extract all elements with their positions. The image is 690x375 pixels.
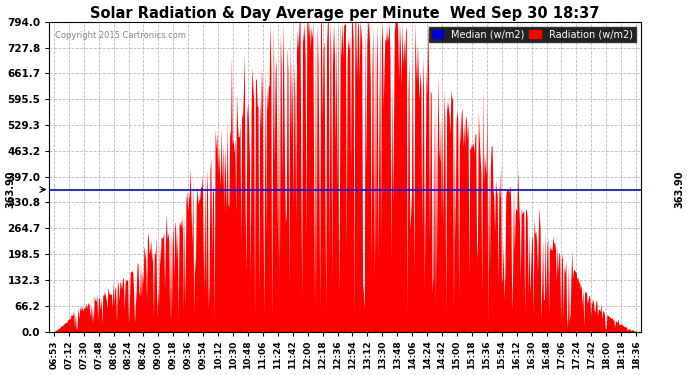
Text: 363.90: 363.90 <box>6 171 16 208</box>
Title: Solar Radiation & Day Average per Minute  Wed Sep 30 18:37: Solar Radiation & Day Average per Minute… <box>90 6 600 21</box>
Legend: Median (w/m2), Radiation (w/m2): Median (w/m2), Radiation (w/m2) <box>428 27 635 42</box>
Text: 363.90: 363.90 <box>674 171 684 208</box>
Text: Copyright 2015 Cartronics.com: Copyright 2015 Cartronics.com <box>55 31 186 40</box>
